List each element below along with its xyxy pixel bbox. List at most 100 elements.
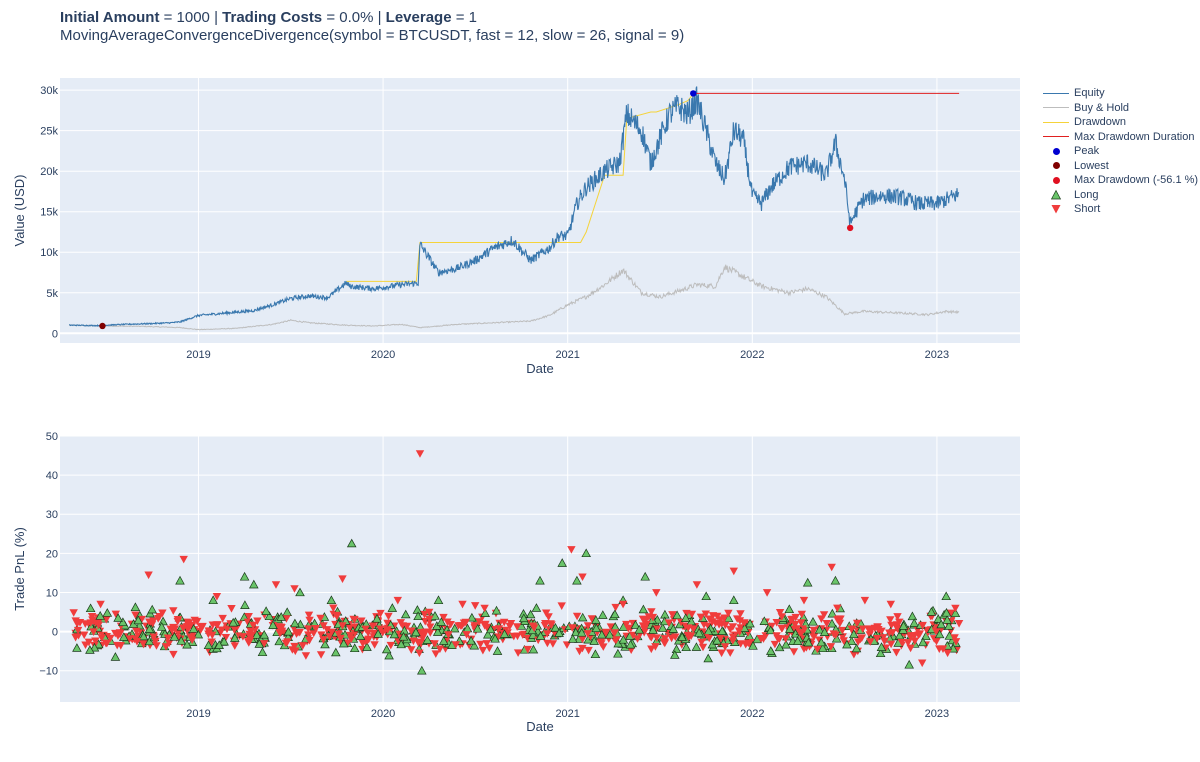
long-trade-marker (438, 636, 449, 645)
legend-item[interactable]: Max Drawdown (-56.1 %) (1042, 173, 1198, 188)
short-trade-marker (943, 649, 952, 658)
short-trade-marker (132, 638, 142, 646)
short-trade-marker (838, 633, 847, 641)
legend-item[interactable]: Drawdown (1042, 115, 1198, 130)
short-trade-marker (304, 631, 313, 639)
long-trade-marker (851, 643, 862, 653)
short-trade-marker (87, 613, 97, 621)
short-trade-marker (451, 641, 460, 649)
short-trade-marker (767, 622, 776, 631)
short-trade-marker (689, 625, 698, 634)
short-trade-marker (548, 640, 558, 648)
legend-item[interactable]: Max Drawdown Duration (1042, 130, 1198, 145)
short-trade-marker (819, 611, 829, 619)
legend-item[interactable]: Equity (1042, 86, 1198, 101)
long-trade-marker (283, 626, 294, 636)
long-trade-marker (827, 618, 837, 628)
short-trade-marker (94, 621, 103, 630)
short-trade-marker (461, 618, 470, 627)
short-trade-marker (89, 628, 98, 636)
long-trade-marker (469, 640, 480, 650)
legend-line-icon (1042, 131, 1070, 143)
short-trade-marker (426, 623, 435, 631)
long-trade-marker (188, 623, 199, 633)
short-trade-marker (283, 638, 292, 646)
long-trade-marker (387, 603, 398, 612)
long-trade-marker (590, 649, 601, 659)
short-trade-marker (383, 619, 392, 628)
legend-line-icon (1042, 102, 1070, 114)
short-trade-marker (69, 609, 78, 617)
leverage-label: Leverage (385, 9, 452, 26)
short-trade-marker (777, 625, 786, 633)
long-trade-marker (276, 612, 286, 621)
long-trade-marker (432, 627, 443, 636)
long-trade-marker (680, 613, 691, 622)
short-trade-marker (813, 645, 822, 654)
legend-item[interactable]: Buy & Hold (1042, 101, 1198, 116)
short-trade-marker (809, 633, 819, 641)
y-tick-label: 20 (46, 548, 58, 560)
short-trade-marker (562, 641, 572, 649)
short-trade-marker (475, 618, 484, 626)
short-trade-marker (81, 620, 90, 628)
legend-item[interactable]: Peak (1042, 144, 1198, 159)
short-trade-marker (638, 622, 648, 630)
long-trade-marker (792, 636, 803, 645)
y-tick-label: 30 (46, 509, 58, 521)
short-trade-marker (301, 652, 311, 660)
long-trade-marker (671, 644, 682, 654)
y-axis-label: Trade PnL (%) (12, 527, 27, 611)
short-trade-marker (323, 626, 332, 634)
short-trade-marker (897, 638, 906, 647)
long-trade-marker (320, 639, 330, 649)
short-trade-marker (207, 638, 216, 646)
short-trade-marker (906, 632, 916, 640)
legend-item[interactable]: Lowest (1042, 159, 1198, 174)
short-trade-marker (946, 609, 955, 618)
short-trade-marker (311, 625, 321, 633)
legend-item[interactable]: Long (1042, 188, 1198, 203)
short-trade-marker (513, 632, 522, 641)
short-trade-marker (149, 633, 159, 642)
long-trade-marker (346, 538, 357, 548)
short-trade-marker (402, 622, 412, 631)
short-trade-marker (543, 639, 552, 648)
long-trade-marker (934, 629, 945, 639)
legend-label: Buy & Hold (1074, 101, 1130, 114)
short-trade-marker (125, 635, 134, 643)
short-trade-marker (790, 626, 799, 634)
pnl-panel: 2019 2020 2021 2022 2023 −10 0 10 20 30 40 50 Date Tr… (12, 431, 1020, 734)
legend-item[interactable]: Short (1042, 202, 1198, 217)
long-trade-marker (492, 646, 503, 655)
long-trade-marker (577, 612, 588, 622)
short-trade-marker (271, 581, 281, 589)
short-trade-marker (541, 620, 550, 628)
long-trade-marker (230, 633, 240, 642)
long-trade-marker (519, 613, 529, 623)
short-trade-marker (290, 642, 299, 651)
long-trade-marker (119, 632, 129, 641)
long-trade-marker (876, 642, 887, 651)
long-trade-marker (634, 624, 644, 634)
long-trade-marker (110, 652, 121, 661)
long-trade-marker (480, 608, 490, 617)
short-trade-marker (415, 649, 424, 658)
short-trade-marker (230, 626, 239, 634)
short-trade-marker (696, 613, 706, 622)
short-trade-marker (684, 624, 693, 632)
short-trade-marker (319, 636, 328, 644)
long-trade-marker (203, 640, 214, 650)
initial-amount-label: Initial Amount (60, 9, 160, 26)
long-trade-marker (803, 637, 814, 647)
short-trade-marker (886, 640, 896, 649)
short-trade-marker (721, 621, 730, 630)
x-tick-label: 2023 (925, 349, 949, 361)
long-trade-marker (176, 635, 186, 645)
short-trade-marker (161, 643, 171, 651)
long-trade-marker (701, 591, 711, 601)
short-trade-marker (931, 627, 940, 636)
long-trade-marker (525, 609, 536, 619)
long-trade-marker (261, 606, 271, 615)
